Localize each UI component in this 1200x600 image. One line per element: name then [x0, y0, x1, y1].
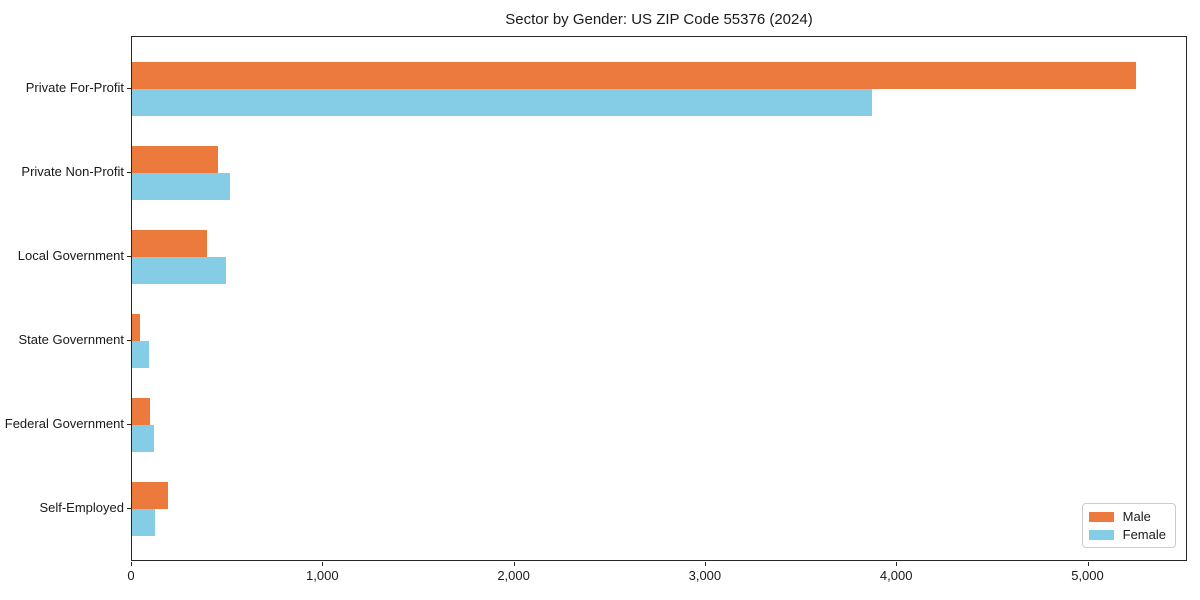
bar-male-state-government	[132, 314, 140, 341]
legend: Male Female	[1081, 503, 1176, 548]
legend-label-male: Male	[1122, 509, 1151, 524]
x-tick-mark-1,000	[322, 562, 324, 566]
bar-male-federal-government	[132, 398, 151, 425]
x-tick-mark-2,000	[513, 562, 515, 566]
x-tick-mark-3,000	[704, 562, 706, 566]
x-tick-label-2,000: 2,000	[497, 568, 530, 583]
x-tick-label-4,000: 4,000	[879, 568, 913, 583]
y-tick-mark-private-for-profit	[127, 88, 131, 89]
y-tick-label-state-government: State Government	[18, 332, 125, 347]
bar-female-private-non-profit	[132, 173, 230, 200]
bar-male-private-non-profit	[132, 146, 219, 173]
x-tick-label-3,000: 3,000	[688, 568, 722, 583]
y-tick-label-federal-government: Federal Government	[4, 416, 124, 431]
y-tick-mark-private-non-profit	[127, 172, 131, 173]
bar-male-self-employed	[132, 482, 169, 509]
legend-item-female: Female	[1088, 527, 1166, 542]
bar-female-private-for-profit	[132, 89, 873, 116]
bar-male-local-government	[132, 230, 207, 257]
male-series-swatch	[1088, 511, 1114, 522]
y-tick-label-local-government: Local Government	[17, 248, 124, 263]
female-series-swatch	[1088, 529, 1114, 540]
y-tick-label-private-non-profit: Private Non-Profit	[21, 164, 124, 179]
plot-area: Male Female	[131, 36, 1187, 561]
x-tick-label-0: 0	[127, 568, 135, 583]
bar-female-federal-government	[132, 425, 154, 452]
y-tick-mark-state-government	[127, 340, 131, 341]
y-tick-mark-local-government	[127, 256, 131, 257]
legend-label-female: Female	[1122, 527, 1166, 542]
bar-female-state-government	[132, 341, 150, 368]
y-tick-mark-federal-government	[127, 424, 131, 425]
legend-item-male: Male	[1088, 509, 1166, 524]
chart-title: Sector by Gender: US ZIP Code 55376 (202…	[505, 11, 813, 28]
y-tick-label-private-for-profit: Private For-Profit	[25, 80, 124, 95]
y-tick-mark-self-employed	[127, 508, 131, 509]
x-tick-label-5,000: 5,000	[1071, 568, 1104, 583]
bar-male-private-for-profit	[132, 62, 1137, 89]
y-tick-label-self-employed: Self-Employed	[39, 500, 124, 515]
x-tick-label-1,000: 1,000	[306, 568, 339, 583]
x-tick-mark-4,000	[896, 562, 898, 566]
bar-female-local-government	[132, 257, 226, 284]
x-tick-mark-0	[131, 562, 132, 566]
bar-female-self-employed	[132, 509, 155, 536]
x-tick-mark-5,000	[1087, 562, 1089, 566]
